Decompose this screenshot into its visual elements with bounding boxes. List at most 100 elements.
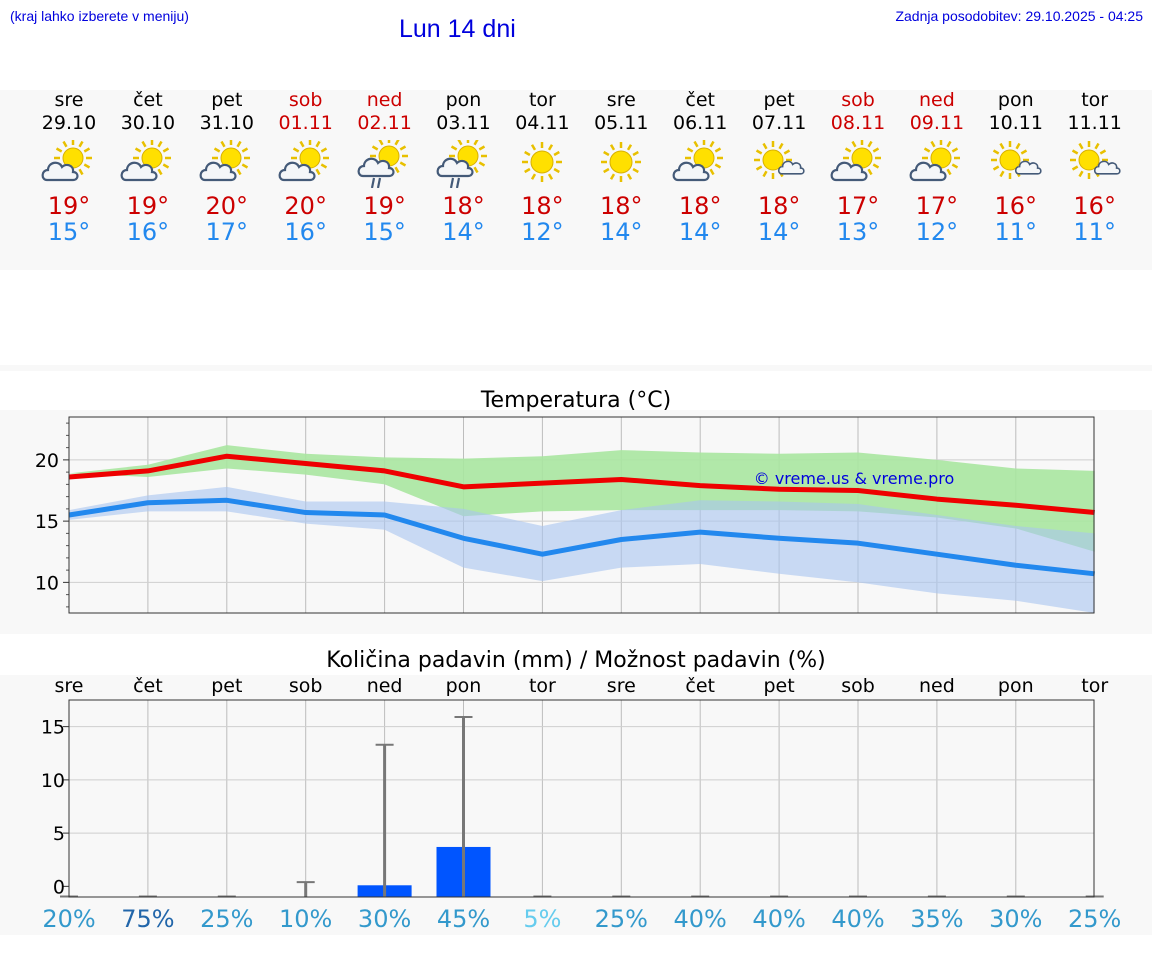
y-tick-label: 0 [53,876,65,898]
forecast-day: čet 06.11 18° 14° [660,89,740,246]
precipitation-probability: 40% [752,905,805,933]
max-temp: 20° [284,192,327,220]
day-date: 11.11 [1067,112,1122,134]
min-temp: 14° [600,218,643,246]
max-temp: 18° [757,192,801,220]
max-temp: 18° [600,192,643,220]
forecast-day: tor 04.11 18° 12° [502,89,582,246]
forecast-day: pet 31.10 20° 17° [187,89,267,246]
day-name: čet [133,89,163,111]
x-category-label: sre [55,675,84,697]
precipitation-probability: 35% [910,905,963,933]
day-date: 05.11 [594,112,649,134]
min-temp-range-band [69,486,1095,613]
max-temp: 19° [47,192,91,220]
last-updated: Zadnja posodobitev: 29.10.2025 - 04:25 [895,8,1143,24]
precipitation-probability: 25% [595,905,648,933]
precipitation-probability: 40% [831,905,884,933]
plot-area [69,700,1094,897]
forecast-day: pon 03.11 18° 14° [424,89,504,246]
day-date: 08.11 [830,112,886,134]
temperature-chart-title: Temperatura (°C) [480,388,672,413]
forecast-day: ned 02.11 19° 15° [345,89,425,246]
day-name: pon [445,89,482,111]
precipitation-probability: 30% [989,905,1042,933]
forecast-day: pet 07.11 18° 14° [739,89,819,246]
max-temp: 16° [1073,192,1116,220]
x-category-label: čet [685,675,715,697]
x-category-label: pon [446,675,482,697]
max-temp-line [68,453,1095,516]
precipitation-probability: 45% [437,905,490,933]
min-temp: 12° [915,218,959,246]
forecast-day: sob 08.11 17° 13° [818,89,898,246]
day-date: 10.11 [988,112,1043,134]
day-name: pet [763,89,795,111]
day-date: 29.10 [41,112,97,134]
forecast-band [0,90,1152,270]
day-name: sob [841,89,875,111]
min-temp: 11° [994,218,1038,246]
max-temp: 20° [205,192,249,220]
sun-small-cloud-icon [751,140,807,188]
max-temp: 18° [678,192,722,220]
day-date: 02.11 [357,112,412,134]
x-category-label: tor [1081,675,1108,697]
min-temp: 16° [126,218,170,246]
location-hint: (kraj lahko izberete v meniju) [10,8,189,24]
day-date: 04.11 [515,112,570,134]
sun-small-cloud-icon [988,140,1044,188]
separator [0,365,1152,371]
max-temp: 18° [442,192,485,220]
day-date: 03.11 [436,112,491,134]
max-temp: 19° [126,192,170,220]
day-name: pet [211,89,243,111]
sun-cloud-icon [120,139,176,188]
min-temp: 15° [47,218,91,246]
max-temp: 17° [915,192,959,220]
sun-cloud-rain-icon [436,137,492,189]
x-category-label: sob [841,675,875,697]
precipitation-chart-title: Količina padavin (mm) / Možnost padavin … [326,648,826,673]
sun-small-cloud-icon [1067,140,1123,188]
y-tick-label: 10 [35,572,59,594]
day-name: ned [918,89,955,111]
day-date: 31.10 [199,112,254,134]
sun-cloud-icon [278,139,334,188]
forecast-day: sob 01.11 20° 16° [266,89,346,246]
min-temp: 14° [442,218,485,246]
plot-frame [68,699,1095,898]
min-temp-line [68,497,1095,577]
min-temp: 15° [363,218,406,246]
max-temp: 17° [836,192,880,220]
precipitation-probability: 75% [121,905,174,933]
precipitation-probability: 20% [42,905,95,933]
max-temp-range-band [69,445,1095,552]
day-name: sre [606,89,636,111]
x-category-label: ned [919,675,955,697]
max-temp: 16° [994,192,1038,220]
forecast-day: čet 30.10 19° 16° [108,89,188,246]
sun-cloud-icon [830,139,886,188]
y-tick-label: 15 [41,717,65,739]
day-name: pon [997,89,1034,111]
day-name: sre [54,89,84,111]
day-date: 07.11 [751,112,807,134]
sun-cloud-icon [672,139,728,188]
day-name: sob [288,89,323,111]
day-name: čet [685,89,715,111]
y-tick-label: 10 [41,770,65,792]
watermark: © vreme.us & vreme.pro [754,469,955,488]
forecast-day: sre 29.10 19° 15° [29,89,109,246]
min-temp: 14° [757,218,801,246]
precipitation-chart: sre čet pet sob ned pon tor sre čet pet sob ned pon t… [41,675,1122,933]
day-date: 30.10 [120,112,176,134]
page-title: Lun 14 dni [399,15,516,43]
min-temp: 12° [521,218,564,246]
precipitation-probability: 25% [200,905,253,933]
day-name: tor [1081,89,1109,111]
precipitation-probability: 40% [674,905,727,933]
sun-icon [593,140,649,188]
x-category-label: pon [998,675,1034,697]
sun-icon [514,140,570,188]
